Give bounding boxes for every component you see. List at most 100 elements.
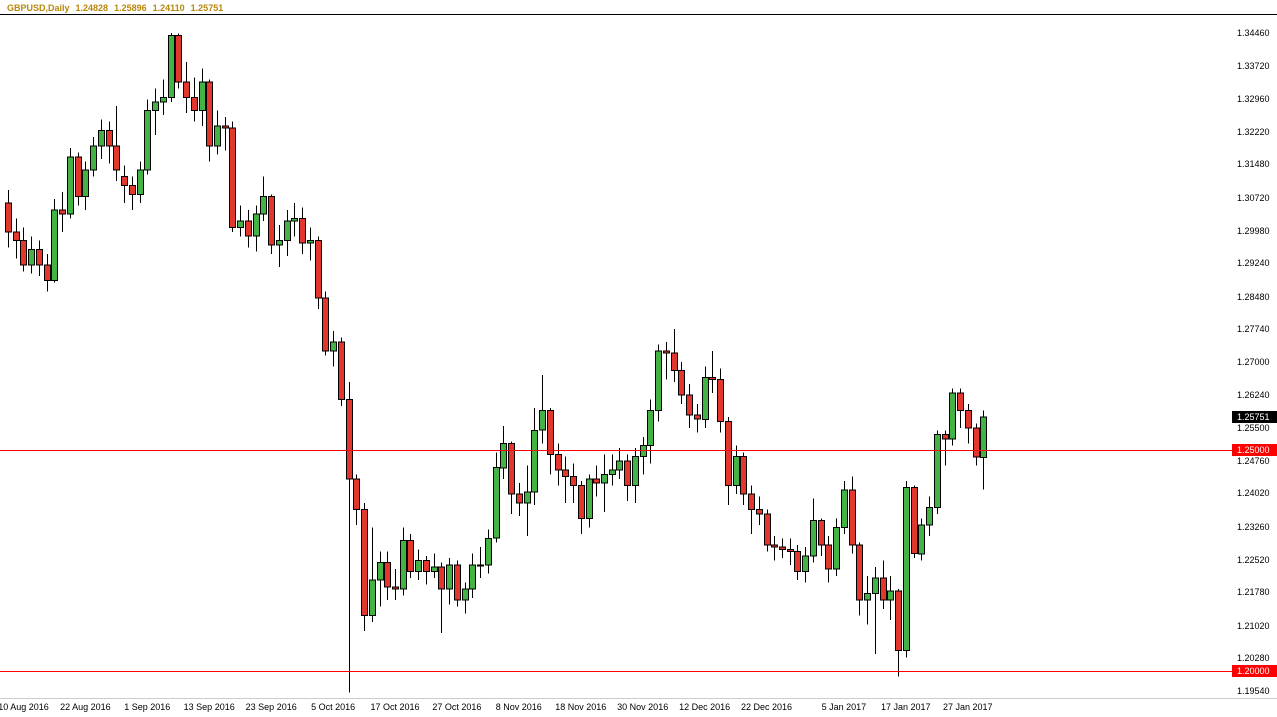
candle-body xyxy=(384,562,391,588)
candle-body xyxy=(934,434,941,509)
symbol-period-label: GBPUSD,Daily xyxy=(7,2,70,13)
candle-body xyxy=(206,81,213,147)
candle-body xyxy=(825,544,832,570)
candle-body xyxy=(764,513,771,546)
candle-body xyxy=(276,240,283,246)
time-axis-label: 5 Jan 2017 xyxy=(821,702,867,712)
price-axis-label: 1.33720 xyxy=(1237,60,1270,71)
candle-body xyxy=(601,473,608,484)
price-axis-label: 1.21780 xyxy=(1237,587,1270,598)
candle-body xyxy=(322,297,329,352)
price-axis-label: 1.26240 xyxy=(1237,390,1270,401)
candle-body xyxy=(663,350,670,354)
price-axis-label: 1.32220 xyxy=(1237,126,1270,137)
candle-body xyxy=(748,493,755,511)
candle-body xyxy=(756,509,763,515)
candle-body xyxy=(446,564,453,590)
candle-body xyxy=(175,35,182,83)
price-axis-label: 1.31480 xyxy=(1237,159,1270,170)
candle-body xyxy=(423,559,430,572)
time-axis-label: 22 Aug 2016 xyxy=(60,702,111,712)
candle-body xyxy=(802,555,809,572)
candle-body xyxy=(539,409,546,431)
price-axis-label: 1.22520 xyxy=(1237,554,1270,565)
candle-body xyxy=(438,566,445,590)
candle-body xyxy=(616,460,623,471)
candle-body xyxy=(562,469,569,478)
price-axis-label: 1.19540 xyxy=(1237,685,1270,696)
candle-body xyxy=(508,443,515,495)
candle-body xyxy=(160,96,167,103)
quote-bar: GBPUSD,Daily 1.24828 1.25896 1.24110 1.2… xyxy=(7,1,223,14)
candle-body xyxy=(864,592,871,601)
candle-body xyxy=(709,376,716,381)
price-axis-label: 1.24760 xyxy=(1237,455,1270,466)
candle-body xyxy=(346,398,353,480)
candle-body xyxy=(926,506,933,526)
candle-body xyxy=(222,125,229,129)
time-axis-label: 30 Nov 2016 xyxy=(617,702,669,712)
candle-body xyxy=(260,196,267,215)
candle-body xyxy=(307,240,314,244)
candle-body xyxy=(524,491,531,504)
candle-body xyxy=(13,231,20,242)
candle-body xyxy=(740,456,747,495)
candle-body xyxy=(903,487,910,652)
candle-body xyxy=(168,35,175,98)
candle-body xyxy=(152,101,159,112)
candle-body xyxy=(5,202,12,233)
candle-body xyxy=(632,456,639,486)
price-axis-label: 1.28480 xyxy=(1237,291,1270,302)
candle-body xyxy=(880,577,887,601)
price-axis[interactable]: 1.34460 1.33720 1.32960 1.32220 1.31480 1.307… xyxy=(1232,0,1277,717)
hline-price-tag: 1.25000 xyxy=(1232,444,1277,457)
candle-body xyxy=(609,469,616,475)
time-axis-label: 22 Dec 2016 xyxy=(740,702,793,712)
hline-price-tag: 1.20000 xyxy=(1232,664,1277,677)
candle-body xyxy=(849,489,856,546)
candle-body xyxy=(469,564,476,590)
candle-body xyxy=(678,370,685,396)
price-axis-label: 1.27000 xyxy=(1237,356,1270,367)
candle-body xyxy=(377,562,384,581)
candle-body xyxy=(872,577,879,594)
candle-body xyxy=(810,520,817,557)
candle-body xyxy=(911,487,918,555)
candle-body xyxy=(183,81,190,98)
candle-body xyxy=(957,392,964,411)
candle-body xyxy=(818,520,825,546)
time-axis-label: 5 Oct 2016 xyxy=(311,702,356,712)
quote-close: 1.25751 xyxy=(190,2,224,13)
price-axis-label: 1.23260 xyxy=(1237,521,1270,532)
candle-body xyxy=(137,169,144,195)
time-axis-label: 8 Nov 2016 xyxy=(495,702,542,712)
candle-body xyxy=(361,509,368,616)
candle-body xyxy=(555,454,562,471)
price-axis-label: 1.30720 xyxy=(1237,192,1270,203)
price-axis-label: 1.21020 xyxy=(1237,620,1270,631)
candle-body xyxy=(369,579,376,617)
candle-body xyxy=(485,537,492,566)
candle-body xyxy=(214,125,221,147)
candle-body xyxy=(245,220,252,237)
candle-body xyxy=(647,409,654,447)
candle-body xyxy=(477,564,484,567)
time-axis[interactable]: 10 Aug 2016 22 Aug 2016 1 Sep 2016 13 Sep 2… xyxy=(0,698,1277,717)
time-axis-label: 18 Nov 2016 xyxy=(555,702,607,712)
candle-body xyxy=(415,559,422,572)
candle-body xyxy=(547,409,554,455)
candle-body xyxy=(106,129,113,147)
time-axis-label: 12 Dec 2016 xyxy=(679,702,731,712)
candle-body xyxy=(59,209,66,215)
candle-body xyxy=(918,524,925,555)
candle-body xyxy=(640,445,647,458)
candle-body xyxy=(794,551,801,572)
candle-body xyxy=(717,379,724,423)
candle-body xyxy=(431,566,438,572)
candle-body xyxy=(779,546,786,550)
candle-body xyxy=(353,478,360,511)
quote-low: 1.24110 xyxy=(152,2,185,13)
candle-body xyxy=(229,127,236,228)
